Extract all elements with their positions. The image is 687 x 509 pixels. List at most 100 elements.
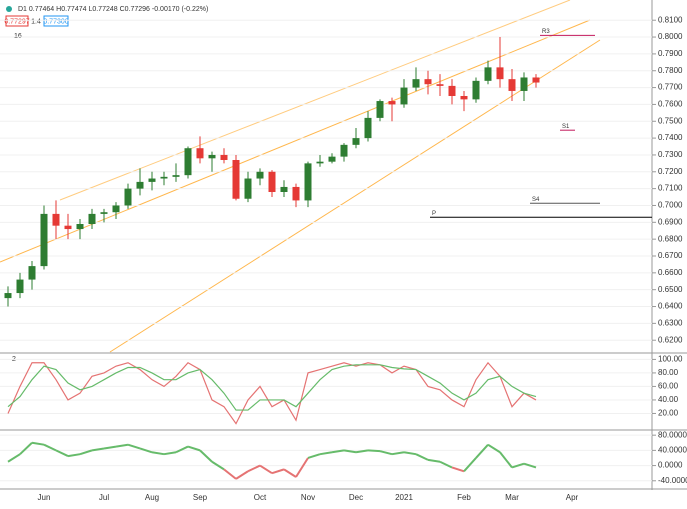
momentum-segment: [319, 451, 333, 456]
candle-body: [4, 293, 12, 299]
status-dot: [6, 6, 12, 12]
x-tick-label: Jun: [38, 493, 51, 502]
momentum-segment: [391, 451, 405, 456]
y-tick-label: 0.7000: [658, 201, 683, 210]
momentum-segment: [247, 464, 261, 473]
momentum-segment: [175, 445, 189, 454]
y-tick-label: 0.7200: [658, 167, 683, 176]
momentum-segment: [235, 470, 249, 480]
candle-body: [304, 163, 312, 201]
momentum-segment: [91, 447, 105, 452]
candle-body: [532, 77, 540, 83]
candle-body: [448, 85, 456, 96]
bid-box[interactable]: [5, 15, 29, 27]
momentum-segment: [139, 447, 153, 454]
candle-body: [40, 213, 48, 267]
momentum-segment: [151, 451, 165, 456]
momentum-segment: [307, 453, 321, 459]
momentum-segment: [439, 460, 453, 469]
y-tick-label: 0.7800: [658, 66, 683, 75]
candle-body: [64, 225, 72, 230]
x-tick-label: Oct: [254, 493, 267, 502]
candle-body: [376, 101, 384, 118]
momentum-segment: [427, 458, 441, 463]
momentum-segment: [475, 444, 489, 459]
y-tick-label: 0.6400: [658, 302, 683, 311]
candle-body: [160, 176, 168, 179]
x-tick-label: Dec: [349, 493, 363, 502]
x-tick-label: Nov: [301, 493, 315, 502]
y-tick-label: 0.7100: [658, 184, 683, 193]
momentum-segment: [67, 453, 81, 458]
candle-body: [460, 96, 468, 100]
momentum-segment: [355, 449, 369, 454]
y-tick-label: 80.00: [658, 368, 679, 377]
momentum-segment: [295, 457, 309, 478]
candle-body: [232, 160, 240, 199]
momentum-segment: [379, 450, 393, 456]
x-tick-label: Mar: [505, 493, 519, 502]
candle-body: [472, 80, 480, 100]
bid: 0.77297: [4, 18, 29, 25]
momentum-segment: [115, 443, 129, 448]
momentum-segment: [127, 443, 141, 450]
momentum-segment: [259, 464, 273, 475]
x-tick-label: 2021: [395, 493, 413, 502]
momentum-segment: [43, 443, 57, 452]
candle-body: [52, 213, 60, 226]
candle-body: [100, 212, 108, 214]
candle-body: [424, 79, 432, 85]
candle-body: [220, 154, 228, 160]
candle-body: [328, 156, 336, 162]
pivot-label: S1: [562, 124, 570, 130]
momentum-segment: [343, 449, 357, 454]
candle-body: [136, 181, 144, 189]
y-tick-label: 0.0000: [658, 461, 683, 470]
y-tick-label: 0.6300: [658, 318, 683, 327]
candle-body: [400, 87, 408, 105]
momentum-segment: [31, 441, 45, 446]
y-tick-label: 40.0000: [658, 445, 687, 454]
x-tick-label: Apr: [566, 493, 579, 502]
momentum-segment: [511, 462, 525, 469]
y-tick-label: 80.0000: [658, 430, 687, 439]
candle-body: [292, 186, 300, 201]
candle-body: [76, 224, 84, 230]
y-tick-label: 0.6200: [658, 335, 683, 344]
channel-line: [59, 0, 571, 201]
momentum-segment: [331, 449, 345, 454]
candle-body: [496, 67, 504, 80]
candle-body: [520, 77, 528, 91]
momentum-segment: [7, 453, 21, 463]
candle-body: [244, 178, 252, 199]
x-tick-label: Feb: [457, 493, 471, 502]
y-tick-label: 0.6600: [658, 268, 683, 277]
y-tick-label: 0.8100: [658, 15, 683, 24]
momentum-segment: [19, 442, 33, 455]
y-tick-label: 0.7600: [658, 100, 683, 109]
candle-body: [316, 161, 324, 164]
y-tick-label: 0.8000: [658, 32, 683, 41]
x-tick-label: Sep: [193, 493, 208, 502]
channel-line: [0, 19, 591, 263]
momentum-segment: [283, 468, 297, 478]
y-tick-label: 0.7700: [658, 83, 683, 92]
candle-body: [256, 171, 264, 179]
candle-body: [112, 205, 120, 213]
ask-box[interactable]: [43, 15, 69, 27]
momentum-segment: [403, 451, 417, 456]
candle-body: [208, 154, 216, 159]
y-tick-label: 0.6800: [658, 234, 683, 243]
y-tick-label: -40.0000: [658, 476, 687, 485]
momentum-segment: [523, 462, 537, 469]
y-tick-label: 0.7500: [658, 116, 683, 125]
momentum-segment: [55, 449, 69, 457]
candle-body: [88, 213, 96, 224]
osc-line: [7, 361, 537, 425]
momentum-segment: [463, 457, 477, 472]
candle-body: [340, 144, 348, 157]
momentum-segment: [187, 445, 201, 452]
candle-body: [148, 178, 156, 182]
